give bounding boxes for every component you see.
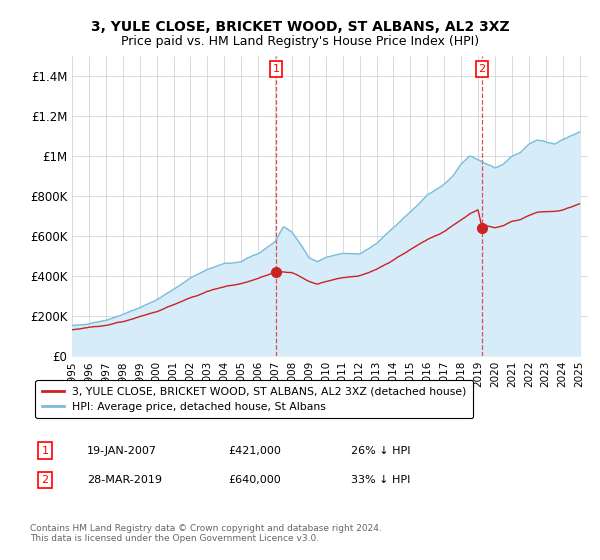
Text: £421,000: £421,000 (228, 446, 281, 456)
Text: 1: 1 (41, 446, 49, 456)
Text: £640,000: £640,000 (228, 475, 281, 485)
Text: 2: 2 (478, 64, 485, 74)
Legend: 3, YULE CLOSE, BRICKET WOOD, ST ALBANS, AL2 3XZ (detached house), HPI: Average p: 3, YULE CLOSE, BRICKET WOOD, ST ALBANS, … (35, 380, 473, 418)
Text: 33% ↓ HPI: 33% ↓ HPI (351, 475, 410, 485)
Text: 2: 2 (41, 475, 49, 485)
Text: 28-MAR-2019: 28-MAR-2019 (87, 475, 162, 485)
Text: 19-JAN-2007: 19-JAN-2007 (87, 446, 157, 456)
Text: Price paid vs. HM Land Registry's House Price Index (HPI): Price paid vs. HM Land Registry's House … (121, 35, 479, 48)
Text: Contains HM Land Registry data © Crown copyright and database right 2024.
This d: Contains HM Land Registry data © Crown c… (30, 524, 382, 543)
Text: 1: 1 (272, 64, 280, 74)
Text: 26% ↓ HPI: 26% ↓ HPI (351, 446, 410, 456)
Text: 3, YULE CLOSE, BRICKET WOOD, ST ALBANS, AL2 3XZ: 3, YULE CLOSE, BRICKET WOOD, ST ALBANS, … (91, 20, 509, 34)
